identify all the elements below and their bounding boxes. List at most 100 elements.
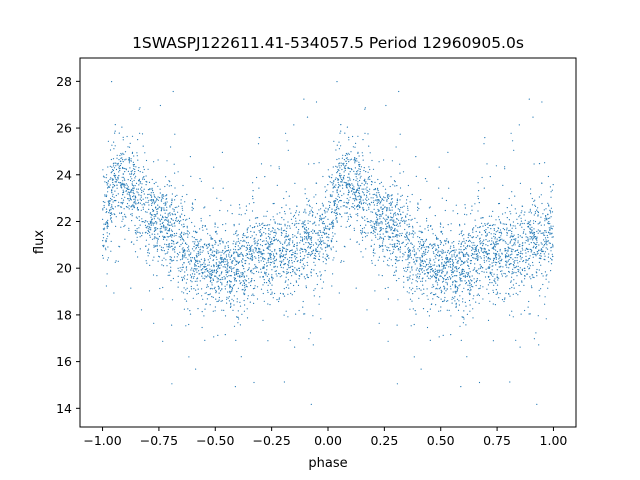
- data-point: [408, 239, 410, 241]
- data-point: [151, 204, 153, 206]
- data-point: [142, 171, 144, 173]
- data-point: [252, 249, 254, 251]
- data-point: [390, 226, 392, 228]
- data-point: [133, 163, 135, 166]
- data-point: [254, 285, 256, 287]
- data-point: [299, 242, 301, 244]
- data-point: [304, 249, 307, 251]
- data-point: [182, 257, 184, 259]
- data-point: [336, 240, 338, 242]
- data-point: [258, 223, 260, 225]
- data-point: [271, 293, 273, 295]
- data-point: [338, 165, 340, 167]
- data-point: [336, 220, 338, 222]
- data-point: [124, 213, 126, 215]
- data-point: [530, 242, 532, 244]
- data-point: [266, 265, 268, 267]
- data-point: [140, 209, 142, 211]
- data-point: [293, 245, 295, 247]
- data-point: [420, 259, 422, 262]
- data-point: [435, 287, 437, 289]
- data-point: [263, 215, 265, 217]
- data-point: [498, 253, 500, 255]
- data-point: [202, 298, 204, 300]
- data-point: [308, 199, 310, 201]
- data-point: [293, 224, 296, 226]
- data-point: [519, 252, 521, 254]
- data-point: [154, 222, 156, 224]
- data-point: [525, 259, 527, 261]
- data-point: [318, 243, 320, 246]
- data-point: [342, 177, 344, 179]
- data-point: [363, 227, 365, 229]
- data-point: [445, 257, 447, 259]
- data-point: [480, 265, 482, 268]
- data-point: [167, 251, 169, 253]
- data-point: [363, 167, 365, 169]
- data-point: [137, 199, 139, 201]
- data-point: [337, 201, 340, 203]
- data-point: [274, 231, 276, 233]
- data-point: [475, 230, 477, 233]
- data-point: [504, 241, 506, 243]
- data-point: [448, 266, 450, 268]
- data-point: [298, 267, 300, 269]
- data-point: [531, 197, 533, 200]
- data-point: [256, 267, 258, 269]
- data-point: [198, 254, 200, 256]
- data-point: [425, 253, 427, 255]
- data-point: [173, 243, 175, 245]
- data-point: [124, 196, 126, 198]
- data-point: [228, 255, 230, 257]
- data-point: [521, 253, 524, 255]
- data-point: [234, 273, 236, 275]
- data-point: [387, 259, 389, 261]
- data-point: [505, 223, 508, 225]
- data-point: [193, 288, 195, 290]
- data-point: [171, 236, 173, 238]
- data-point: [218, 264, 220, 266]
- data-point: [197, 243, 199, 246]
- data-point: [431, 245, 433, 247]
- data-point: [153, 238, 155, 240]
- data-point: [307, 276, 310, 279]
- data-point: [314, 249, 317, 251]
- data-point: [377, 208, 379, 211]
- data-point: [543, 234, 545, 236]
- data-point: [256, 217, 258, 219]
- data-point: [375, 199, 377, 201]
- data-point: [144, 152, 146, 154]
- data-point: [261, 223, 263, 225]
- data-point: [167, 215, 169, 217]
- data-point: [204, 275, 206, 277]
- data-point: [178, 205, 180, 207]
- data-point: [227, 246, 230, 248]
- data-point: [299, 261, 301, 264]
- data-point: [435, 274, 437, 276]
- data-point: [105, 211, 107, 214]
- data-point: [107, 200, 109, 202]
- data-point: [233, 248, 235, 250]
- data-point: [435, 281, 437, 283]
- data-point: [171, 230, 173, 232]
- data-point: [533, 233, 535, 235]
- data-point: [275, 233, 277, 235]
- data-point: [170, 258, 172, 260]
- data-point: [212, 238, 214, 240]
- data-point: [496, 251, 499, 253]
- data-point: [390, 203, 392, 205]
- data-point: [476, 244, 478, 247]
- data-point: [534, 199, 536, 201]
- data-point: [366, 221, 369, 223]
- data-point: [127, 159, 130, 161]
- data-point: [429, 308, 431, 310]
- data-point: [506, 262, 508, 264]
- data-point: [320, 274, 322, 276]
- data-point: [325, 191, 327, 193]
- data-point: [358, 161, 360, 163]
- data-point: [149, 212, 152, 214]
- data-point: [204, 266, 206, 268]
- data-point: [326, 228, 328, 230]
- data-point: [143, 203, 145, 205]
- data-point: [204, 339, 206, 341]
